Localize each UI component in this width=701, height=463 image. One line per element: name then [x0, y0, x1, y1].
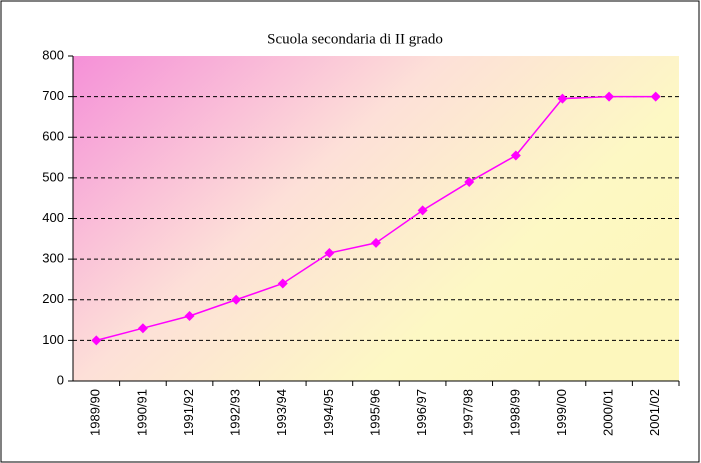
- x-tick-label: 1993/94: [274, 389, 289, 436]
- x-tick-label: 1990/91: [134, 389, 149, 436]
- x-tick-label: 1991/92: [181, 389, 196, 436]
- y-tick-label: 300: [42, 251, 64, 266]
- data-point: [137, 323, 148, 334]
- y-tick-label: 400: [42, 210, 64, 225]
- y-tick-label: 0: [57, 372, 64, 387]
- y-tick-label: 800: [42, 47, 64, 62]
- data-point: [604, 91, 615, 102]
- x-tick-label: 1998/99: [507, 389, 522, 436]
- y-tick-label: 100: [42, 332, 64, 347]
- x-tick-label: 1989/90: [88, 389, 103, 436]
- data-point: [91, 335, 102, 346]
- x-tick-label: 1996/97: [414, 389, 429, 436]
- data-point: [464, 176, 475, 187]
- y-tick-label: 200: [42, 291, 64, 306]
- x-tick-label: 2001/02: [647, 389, 662, 436]
- x-tick-label: 1997/98: [461, 389, 476, 436]
- y-tick-label: 600: [42, 129, 64, 144]
- x-tick-label: 1992/93: [228, 389, 243, 436]
- y-tick-label: 500: [42, 169, 64, 184]
- x-tick-label: 1995/96: [367, 389, 382, 436]
- data-point: [417, 205, 428, 216]
- x-tick-label: 1999/00: [554, 389, 569, 436]
- data-point: [650, 91, 661, 102]
- data-point: [277, 278, 288, 289]
- data-point: [557, 93, 568, 104]
- data-point: [324, 248, 335, 259]
- data-point: [371, 237, 381, 248]
- data-point: [231, 294, 242, 305]
- x-tick-label: 2000/01: [601, 389, 616, 436]
- data-point: [184, 311, 195, 321]
- x-tick-label: 1994/95: [321, 389, 336, 436]
- y-tick-label: 700: [42, 88, 64, 103]
- data-point: [510, 150, 521, 161]
- chart-title: Scuola secondaria di II grado: [267, 31, 443, 47]
